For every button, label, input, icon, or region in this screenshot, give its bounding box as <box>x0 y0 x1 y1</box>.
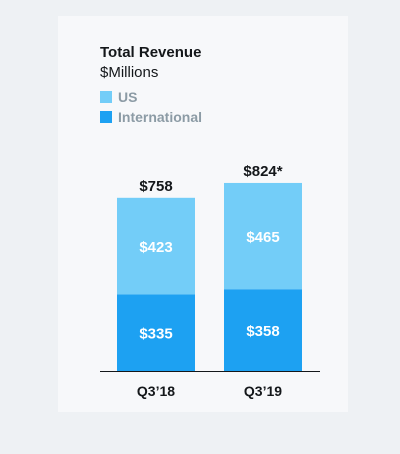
bar-us-q3-18 <box>117 197 195 295</box>
value-label-us-q3-19: $465 <box>246 229 279 246</box>
legend-swatch-us <box>100 91 112 103</box>
legend-swatch-international <box>100 111 112 123</box>
value-label-international-q3-19: $358 <box>246 323 279 340</box>
bar-international-q3-18 <box>117 294 195 371</box>
value-label-us-q3-18: $423 <box>139 239 172 256</box>
x-tick-label-q3-19: Q3’19 <box>244 383 282 399</box>
legend-item-international: International <box>100 108 202 126</box>
chart-subtitle: $Millions <box>100 64 159 81</box>
legend-label-us: US <box>118 89 138 105</box>
legend-label-international: International <box>118 109 203 125</box>
total-label-q3-18: $758 <box>139 178 172 195</box>
value-label-international-q3-18: $335 <box>139 326 172 343</box>
legend-item-us: US <box>100 88 137 106</box>
total-label-q3-19: $824* <box>243 163 282 180</box>
chart-title: Total Revenue <box>100 44 202 61</box>
x-tick-label-q3-18: Q3’18 <box>137 383 175 399</box>
bar-us-q3-19 <box>224 182 302 290</box>
bar-international-q3-19 <box>224 289 302 371</box>
